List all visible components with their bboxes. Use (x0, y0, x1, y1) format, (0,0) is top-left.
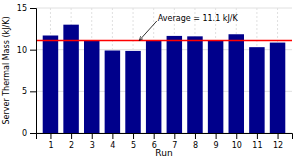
annotation-arrow (139, 21, 157, 41)
x-tick-label: 3 (90, 141, 95, 150)
x-tick-mark (174, 133, 175, 139)
y-axis: 0 5 10 15 (17, 4, 37, 138)
bar (229, 34, 244, 133)
x-tick-label: 11 (252, 141, 262, 150)
x-tick: 5 (131, 133, 136, 150)
x-tick-mark (92, 133, 93, 139)
average-line (36, 40, 292, 42)
bar (249, 47, 264, 133)
y-tick-mark (30, 91, 36, 92)
x-tick-mark (154, 133, 155, 139)
bar (43, 36, 58, 134)
x-tick-mark (195, 133, 196, 139)
x-tick-label: 7 (172, 141, 177, 150)
y-tick-mark (30, 50, 36, 51)
chart: 123456789101112051015Average = 11.1 kJ/K… (0, 0, 300, 159)
bar (167, 36, 182, 133)
bar (208, 41, 223, 134)
bar (270, 43, 285, 133)
x-tick-label: 2 (69, 141, 74, 150)
x-tick-mark (112, 133, 113, 139)
y-grid-line (36, 8, 292, 9)
x-tick-label: 8 (193, 141, 198, 150)
x-tick: 11 (252, 133, 262, 150)
x-tick: 10 (232, 133, 242, 150)
marks (36, 25, 292, 133)
y-tick: 0 (22, 129, 36, 138)
x-tick: 7 (172, 133, 177, 150)
plot-area: 123456789101112051015Average = 11.1 kJ/K (17, 4, 293, 150)
bar (187, 36, 202, 133)
grid (36, 8, 292, 133)
x-tick: 2 (69, 133, 74, 150)
x-tick-mark (133, 133, 134, 139)
y-tick-mark (30, 8, 36, 9)
annotation-text: Average = 11.1 kJ/K (158, 14, 239, 23)
x-tick: 12 (273, 133, 283, 150)
y-tick-label: 0 (22, 129, 27, 138)
x-tick: 8 (193, 133, 198, 150)
bar (146, 41, 161, 133)
x-tick-mark (257, 133, 258, 139)
y-tick-label: 10 (17, 46, 27, 55)
x-tick: 9 (214, 133, 219, 150)
x-tick-mark (50, 133, 51, 139)
x-tick: 1 (48, 133, 53, 150)
y-tick: 15 (17, 4, 36, 13)
y-axis-title: Server Thermal Mass (kJ/K) (2, 16, 11, 124)
bar (84, 41, 99, 134)
y-axis-line (30, 9, 37, 134)
x-tick: 3 (90, 133, 95, 150)
x-tick-label: 4 (110, 141, 115, 150)
x-axis-line (37, 134, 293, 140)
y-tick-mark (30, 133, 36, 134)
y-tick-label: 15 (17, 4, 27, 13)
x-axis-title: Run (155, 148, 172, 158)
x-tick-mark (71, 133, 72, 139)
y-tick: 10 (17, 46, 36, 55)
x-tick-label: 12 (273, 141, 283, 150)
y-tick-label: 5 (22, 87, 27, 96)
x-tick-label: 5 (131, 141, 136, 150)
annotations: Average = 11.1 kJ/K (139, 14, 238, 41)
x-tick-label: 10 (232, 141, 242, 150)
y-tick: 5 (22, 87, 36, 96)
x-tick: 4 (110, 133, 115, 150)
x-tick-mark (278, 133, 279, 139)
x-tick-label: 9 (214, 141, 219, 150)
bar (125, 51, 140, 133)
bar (105, 51, 120, 134)
x-tick-label: 1 (48, 141, 53, 150)
x-tick-mark (216, 133, 217, 139)
x-tick-mark (236, 133, 237, 139)
